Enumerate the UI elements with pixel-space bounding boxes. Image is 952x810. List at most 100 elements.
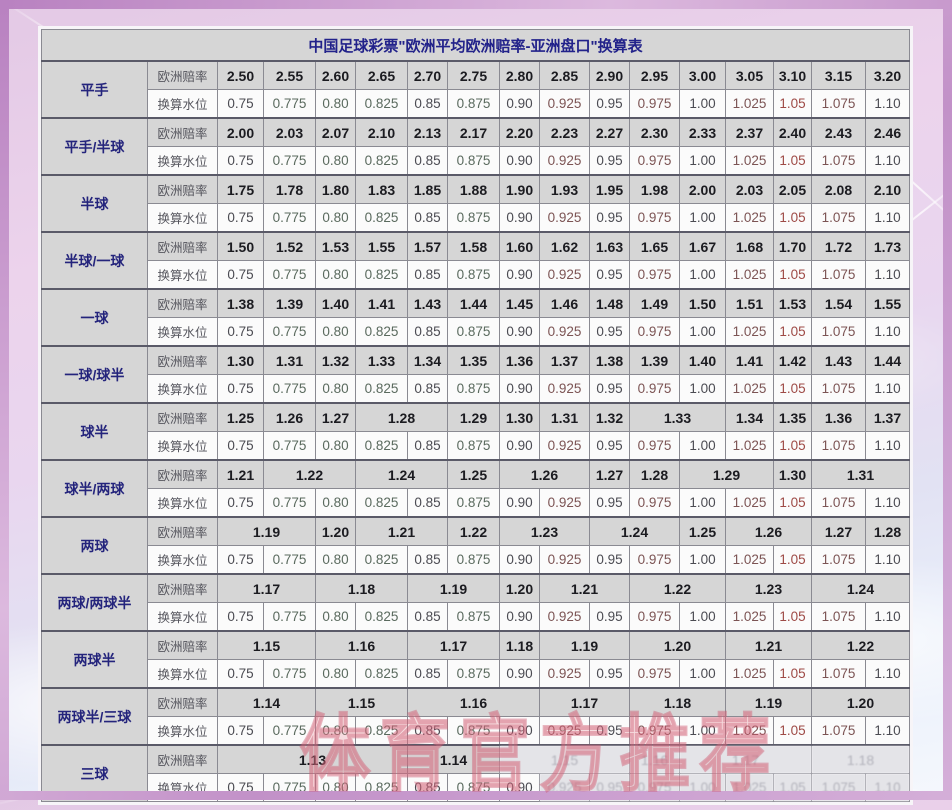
water-value-cell: 1.05 xyxy=(773,488,812,518)
odds-value-cell: 1.85 xyxy=(407,174,448,204)
water-value-cell: 0.95 xyxy=(589,260,630,290)
water-value-cell: 0.80 xyxy=(315,773,356,802)
water-value-cell: 1.075 xyxy=(811,260,866,290)
water-value-cell: 0.875 xyxy=(447,260,500,290)
water-value-cell: 1.075 xyxy=(811,203,866,233)
odds-value-cell: 1.19 xyxy=(725,687,812,717)
row-type-label-odds: 欧洲赔率 xyxy=(147,744,218,774)
water-value-cell: 1.00 xyxy=(679,773,726,802)
water-value-cell: 0.775 xyxy=(263,488,316,518)
odds-value-cell: 1.34 xyxy=(725,402,774,432)
odds-value-cell: 2.43 xyxy=(811,117,866,147)
water-value-cell: 1.00 xyxy=(679,716,726,746)
water-value-cell: 0.975 xyxy=(629,488,680,518)
table-row-water: 换算水位 0.75 0.775 0.80 0.825 0.85 0.875 0.90 0.925… xyxy=(42,317,911,347)
row-type-label-odds: 欧洲赔率 xyxy=(147,402,218,432)
odds-value-cell: 2.10 xyxy=(355,117,408,147)
water-value-cell: 0.80 xyxy=(315,374,356,404)
row-type-label-water: 换算水位 xyxy=(147,545,218,575)
water-value-cell: 0.85 xyxy=(407,545,448,575)
odds-value-cell: 1.36 xyxy=(811,402,866,432)
water-value-cell: 0.975 xyxy=(629,146,680,176)
water-value-cell: 1.10 xyxy=(864,374,911,404)
odds-value-cell: 1.23 xyxy=(499,516,590,546)
water-value-cell: 0.90 xyxy=(499,146,540,176)
water-value-cell: 0.875 xyxy=(447,203,500,233)
table-row-odds: 两球半 欧洲赔率 1.15 1.16 1.17 1.18 1.19 1.20 1.21 1.22 xyxy=(41,630,911,689)
row-type-label-odds: 欧洲赔率 xyxy=(147,60,218,90)
row-label-cell: 平手/半球 xyxy=(41,117,148,176)
odds-value-cell: 1.33 xyxy=(629,402,726,432)
odds-value-cell: 1.22 xyxy=(447,516,500,546)
water-value-cell: 1.025 xyxy=(725,773,774,802)
odds-value-cell: 1.25 xyxy=(679,516,726,546)
odds-value-cell: 1.19 xyxy=(539,630,630,660)
odds-value-cell: 1.20 xyxy=(629,630,726,660)
water-value-cell: 1.10 xyxy=(864,602,911,632)
row-type-label-odds: 欧洲赔率 xyxy=(147,516,218,546)
odds-value-cell: 1.36 xyxy=(499,345,540,375)
odds-value-cell: 1.39 xyxy=(263,288,316,318)
water-value-cell: 1.025 xyxy=(725,659,774,689)
odds-value-cell: 1.16 xyxy=(629,744,680,774)
water-value-cell: 1.075 xyxy=(811,659,866,689)
odds-value-cell: 2.00 xyxy=(679,174,726,204)
odds-value-cell: 1.32 xyxy=(315,345,356,375)
odds-value-cell: 1.34 xyxy=(407,345,448,375)
odds-value-cell: 2.07 xyxy=(315,117,356,147)
water-value-cell: 0.775 xyxy=(263,659,316,689)
row-type-label-odds: 欧洲赔率 xyxy=(147,459,218,489)
water-value-cell: 0.775 xyxy=(263,146,316,176)
odds-value-cell: 3.10 xyxy=(773,60,812,90)
water-value-cell: 0.875 xyxy=(447,716,500,746)
row-type-label-water: 换算水位 xyxy=(147,89,218,119)
water-value-cell: 0.975 xyxy=(629,773,680,802)
table-row-odds: 两球 欧洲赔率 1.19 1.20 1.21 1.22 1.23 1.24 1.25 1.26 1.… xyxy=(41,516,911,575)
odds-value-cell: 2.65 xyxy=(355,60,408,90)
odds-value-cell: 2.03 xyxy=(725,174,774,204)
odds-value-cell: 1.28 xyxy=(864,516,911,546)
table-row-odds: 一球/球半 欧洲赔率 1.30 1.31 1.32 1.33 1.34 1.35 1.36 1.3… xyxy=(41,345,911,404)
odds-value-cell: 2.40 xyxy=(773,117,812,147)
water-value-cell: 1.075 xyxy=(811,374,866,404)
table-row-water: 换算水位 0.75 0.775 0.80 0.825 0.85 0.875 0.90 0.925… xyxy=(42,773,911,802)
water-value-cell: 1.05 xyxy=(773,773,812,802)
odds-value-cell: 1.20 xyxy=(315,516,356,546)
odds-value-cell: 1.19 xyxy=(217,516,316,546)
water-value-cell: 1.10 xyxy=(864,431,911,461)
odds-value-cell: 1.44 xyxy=(447,288,500,318)
water-value-cell: 0.85 xyxy=(407,431,448,461)
water-value-cell: 1.00 xyxy=(679,203,726,233)
odds-value-cell: 1.13 xyxy=(217,744,408,774)
odds-value-cell: 1.63 xyxy=(589,231,630,261)
water-value-cell: 0.875 xyxy=(447,659,500,689)
row-type-label-water: 换算水位 xyxy=(147,260,218,290)
water-value-cell: 1.075 xyxy=(811,773,866,802)
odds-value-cell: 1.39 xyxy=(629,345,680,375)
water-value-cell: 0.95 xyxy=(589,317,630,347)
water-value-cell: 0.90 xyxy=(499,431,540,461)
odds-value-cell: 1.18 xyxy=(499,630,540,660)
water-value-cell: 1.075 xyxy=(811,716,866,746)
table-wrapper: 中国足球彩票"欧洲平均欧洲赔率-亚洲盘口"换算表 平手 欧洲赔率 2.50 2.55 2… xyxy=(38,26,914,805)
odds-value-cell: 1.42 xyxy=(773,345,812,375)
odds-value-cell: 2.75 xyxy=(447,60,500,90)
row-label-cell: 平手 xyxy=(41,60,148,119)
water-value-cell: 0.90 xyxy=(499,773,540,802)
water-value-cell: 0.75 xyxy=(217,89,264,119)
row-type-label-odds: 欧洲赔率 xyxy=(147,345,218,375)
table-row-water: 换算水位 0.75 0.775 0.80 0.825 0.85 0.875 0.90 0.925… xyxy=(42,545,911,575)
row-type-label-odds: 欧洲赔率 xyxy=(147,630,218,660)
water-value-cell: 0.95 xyxy=(589,374,630,404)
odds-value-cell: 1.30 xyxy=(217,345,264,375)
water-value-cell: 0.775 xyxy=(263,545,316,575)
water-value-cell: 0.825 xyxy=(355,659,408,689)
odds-value-cell: 1.19 xyxy=(407,573,500,603)
water-value-cell: 0.85 xyxy=(407,374,448,404)
odds-value-cell: 1.24 xyxy=(810,573,911,603)
water-value-cell: 0.80 xyxy=(315,317,356,347)
odds-value-cell: 2.37 xyxy=(725,117,774,147)
water-value-cell: 0.95 xyxy=(589,146,630,176)
water-value-cell: 0.975 xyxy=(629,317,680,347)
